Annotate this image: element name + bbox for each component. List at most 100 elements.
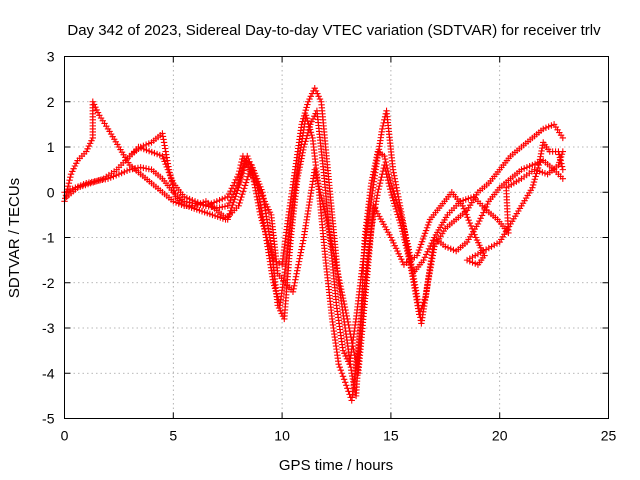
data-point-sample: [392, 245, 400, 252]
data-point-sample: [175, 200, 182, 207]
data-point-sample: [169, 177, 176, 184]
data-point-sample: [388, 191, 395, 199]
data-point-sample: [327, 235, 334, 242]
data-point: [420, 256, 427, 264]
data-point-sample: [347, 330, 354, 338]
data-point-sample: [304, 101, 311, 108]
data-point: [224, 193, 231, 200]
data-point-sample: [414, 249, 422, 257]
data-point-sample: [165, 169, 173, 176]
x-tick-label: 25: [601, 428, 617, 444]
data-point-sample: [295, 258, 303, 265]
data-point-sample: [297, 252, 304, 259]
data-point-sample: [71, 162, 79, 170]
data-point-sample: [485, 244, 493, 252]
data-point-sample: [90, 101, 98, 108]
data-point-sample: [230, 198, 237, 206]
data-point: [191, 198, 199, 205]
data-point-sample: [321, 208, 329, 216]
data-point-sample: [308, 118, 315, 125]
data-point: [180, 193, 188, 200]
data-point-sample: [491, 241, 498, 249]
data-point-sample: [93, 106, 100, 114]
data-point-sample: [237, 175, 245, 183]
data-point-sample: [341, 300, 348, 308]
data-point-sample: [252, 172, 260, 180]
y-tick-label: 0: [47, 184, 55, 200]
data-point-sample: [337, 367, 345, 374]
data-point-sample: [482, 246, 490, 253]
data-point-sample: [420, 232, 428, 240]
data-point-sample: [395, 193, 402, 200]
data-point-sample: [392, 178, 399, 185]
data-point-sample: [210, 199, 218, 206]
data-point-sample: [241, 182, 249, 189]
data-point-sample: [277, 307, 284, 315]
data-point-sample: [312, 87, 320, 95]
data-point-sample: [243, 176, 251, 183]
data-point-sample: [326, 232, 334, 239]
data-point-sample: [416, 244, 424, 251]
y-axis-label: SDTVAR / TECUs: [6, 178, 23, 298]
data-point-sample: [394, 190, 401, 197]
data-point-sample: [183, 194, 191, 202]
data-point-sample: [140, 164, 147, 172]
data-point-sample: [300, 237, 307, 244]
data-point-sample: [297, 158, 305, 165]
data-point-sample: [299, 149, 306, 156]
data-point-sample: [340, 376, 348, 383]
data-point-sample: [250, 167, 258, 174]
data-point-sample: [417, 308, 424, 315]
data-point-sample: [381, 155, 389, 163]
data-point-sample: [331, 253, 338, 260]
data-point: [559, 134, 567, 142]
data-point-sample: [291, 279, 298, 286]
data-point-sample: [232, 193, 239, 200]
data-point-sample: [323, 214, 330, 222]
data-point-sample: [316, 95, 324, 103]
data-point-sample: [480, 247, 487, 255]
data-point-sample: [470, 228, 477, 235]
data-point: [339, 347, 347, 354]
data-point-sample: [466, 219, 474, 227]
data-point-sample: [399, 258, 406, 266]
data-point-sample: [162, 160, 169, 168]
data-point-sample: [304, 129, 312, 137]
data-point-sample: [520, 165, 528, 172]
data-point-sample: [421, 296, 428, 303]
data-point-sample: [303, 114, 311, 122]
data-point-sample: [343, 382, 350, 389]
data-point-sample: [308, 131, 315, 139]
data-point-sample: [386, 183, 393, 190]
y-tick-label: 2: [47, 94, 55, 110]
data-point-sample: [292, 273, 300, 280]
data-point-sample: [240, 188, 247, 195]
data-point-sample: [216, 196, 223, 204]
data-point: [248, 161, 255, 169]
y-tick-label: -5: [42, 411, 55, 427]
data-point-sample: [200, 201, 207, 208]
data-point-sample: [73, 160, 80, 167]
data-point-sample: [337, 283, 344, 290]
data-point-sample: [232, 176, 240, 184]
data-point-sample: [471, 231, 478, 238]
data-point-sample: [306, 95, 313, 103]
data-point-sample: [64, 183, 72, 190]
data-point-sample: [424, 221, 432, 229]
data-point: [415, 311, 423, 318]
data-point-sample: [391, 200, 398, 207]
data-point-sample: [229, 201, 236, 209]
data-point-sample: [466, 255, 473, 262]
data-point-sample: [474, 250, 482, 258]
data-point-sample: [166, 171, 174, 179]
data-point: [235, 202, 242, 210]
data-point-sample: [331, 256, 339, 263]
data-point-sample: [338, 288, 345, 296]
data-point-sample: [396, 202, 404, 210]
data-point-sample: [417, 241, 425, 248]
data-point-sample: [348, 336, 355, 344]
data-point: [389, 166, 397, 173]
data-point: [381, 161, 388, 169]
data-point-sample: [294, 267, 301, 274]
